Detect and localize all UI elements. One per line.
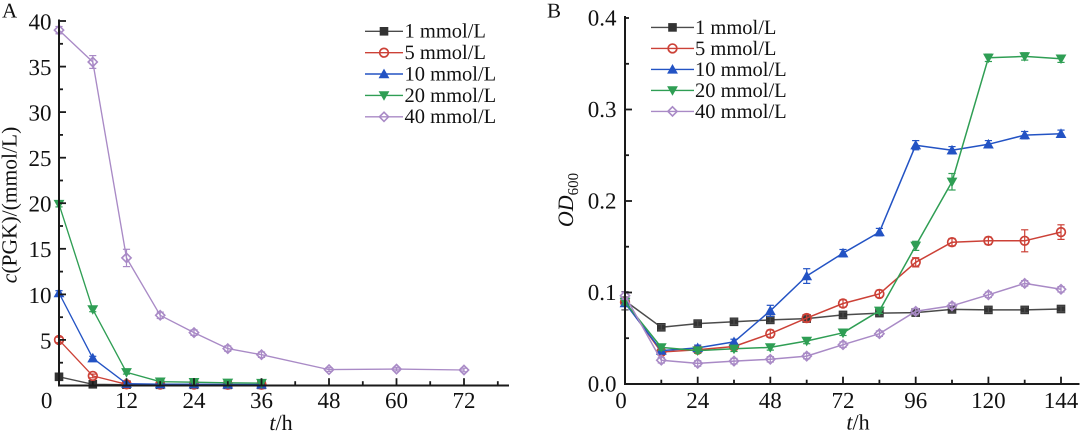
svg-text:t/h: t/h <box>269 410 292 435</box>
svg-text:30: 30 <box>29 101 52 126</box>
svg-text:10 mmol/L: 10 mmol/L <box>695 59 787 81</box>
svg-text:1 mmol/L: 1 mmol/L <box>695 17 776 39</box>
svg-text:5 mmol/L: 5 mmol/L <box>405 42 486 64</box>
svg-text:0: 0 <box>41 388 53 413</box>
svg-text:A: A <box>2 0 18 23</box>
svg-text:10: 10 <box>29 283 52 308</box>
svg-text:OD600: OD600 <box>553 173 582 227</box>
svg-text:96: 96 <box>904 388 927 413</box>
svg-text:20 mmol/L: 20 mmol/L <box>695 80 787 102</box>
svg-text:20 mmol/L: 20 mmol/L <box>405 85 497 107</box>
svg-text:c(PGK)/(mmol/L): c(PGK)/(mmol/L) <box>0 127 22 283</box>
svg-text:48: 48 <box>318 388 341 413</box>
svg-text:40 mmol/L: 40 mmol/L <box>695 101 787 123</box>
svg-text:0: 0 <box>615 388 627 413</box>
svg-text:0.1: 0.1 <box>588 280 617 305</box>
svg-text:B: B <box>547 0 561 23</box>
svg-text:36: 36 <box>250 388 273 413</box>
svg-text:0.4: 0.4 <box>588 6 617 31</box>
svg-text:5: 5 <box>40 328 52 353</box>
svg-text:48: 48 <box>759 388 782 413</box>
svg-text:12: 12 <box>115 388 138 413</box>
svg-text:40 mmol/L: 40 mmol/L <box>405 106 497 128</box>
svg-text:t/h: t/h <box>846 410 869 435</box>
svg-text:24: 24 <box>686 388 710 413</box>
svg-text:72: 72 <box>832 388 855 413</box>
svg-text:20: 20 <box>29 192 52 217</box>
svg-text:25: 25 <box>29 146 52 171</box>
svg-text:5 mmol/L: 5 mmol/L <box>695 38 776 60</box>
svg-text:10 mmol/L: 10 mmol/L <box>405 63 497 85</box>
svg-text:15: 15 <box>29 237 52 262</box>
svg-text:1 mmol/L: 1 mmol/L <box>405 21 486 43</box>
svg-text:120: 120 <box>971 388 1006 413</box>
svg-text:0.3: 0.3 <box>588 97 617 122</box>
svg-text:40: 40 <box>29 9 52 34</box>
svg-text:144: 144 <box>1044 388 1079 413</box>
svg-text:35: 35 <box>29 55 52 80</box>
svg-text:0.0: 0.0 <box>588 372 617 397</box>
svg-text:60: 60 <box>385 388 408 413</box>
svg-text:0.2: 0.2 <box>588 189 617 214</box>
svg-text:72: 72 <box>453 388 476 413</box>
svg-text:24: 24 <box>183 388 207 413</box>
